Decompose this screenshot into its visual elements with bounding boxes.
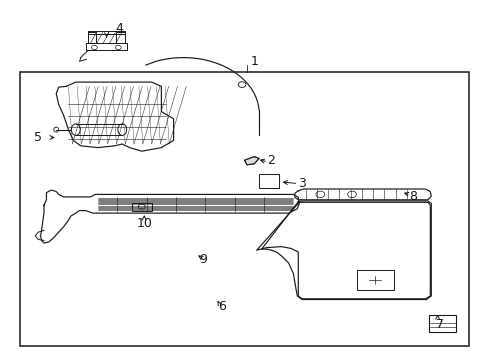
Text: 3: 3 [298,177,305,190]
Text: 5: 5 [34,131,42,144]
Text: 6: 6 [218,300,226,313]
Bar [356,270,393,290]
Text: 1: 1 [250,55,258,68]
Polygon shape [244,157,259,165]
Text: 8: 8 [408,190,416,203]
Text: 4: 4 [116,22,123,35]
Bar [428,315,455,332]
Text: 7: 7 [435,318,443,330]
Text: 9: 9 [199,253,206,266]
Text: 2: 2 [267,154,275,167]
Text: 10: 10 [136,217,152,230]
Bar [20,72,468,346]
Bar [259,174,278,188]
